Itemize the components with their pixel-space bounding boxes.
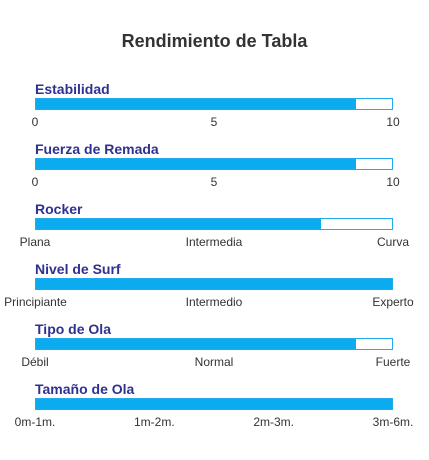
- tick-label: Intermedia: [185, 235, 243, 249]
- tick-label: 10: [386, 175, 400, 189]
- tick-label: Débil: [21, 355, 49, 369]
- tick-label: 2m-3m.: [253, 415, 294, 429]
- tick-label: 0: [31, 175, 39, 189]
- bar-track: [35, 158, 393, 170]
- tick-label: 1m-2m.: [133, 415, 175, 429]
- tick-label: 0m-1m.: [14, 415, 56, 429]
- chart-title: Rendimiento de Tabla: [121, 31, 308, 51]
- tick-label: Experto: [372, 295, 414, 309]
- bar-track: [35, 98, 393, 110]
- tick-label: Intermedio: [185, 295, 243, 309]
- bar-track: [35, 278, 393, 290]
- bar-track: [35, 338, 393, 350]
- metric-label: Estabilidad: [35, 81, 110, 97]
- metric-label: Rocker: [35, 201, 83, 217]
- metric-label: Tipo de Ola: [35, 321, 111, 337]
- bar-fill: [36, 159, 357, 169]
- tick-label: 0: [31, 115, 39, 129]
- metric-label: Tamaño de Ola: [35, 381, 135, 397]
- tick-label: 5: [210, 115, 218, 129]
- tick-label: 10: [386, 115, 400, 129]
- metric-label: Fuerza de Remada: [35, 141, 159, 157]
- tick-label: Curva: [376, 235, 410, 249]
- metric-label: Nivel de Surf: [35, 261, 121, 277]
- bar-fill: [36, 219, 321, 229]
- tick-label: Fuerte: [375, 355, 411, 369]
- bar-fill: [36, 279, 392, 289]
- bar-track: [35, 398, 393, 410]
- bar-track: [35, 218, 393, 230]
- tick-label: 3m-6m.: [372, 415, 414, 429]
- tick-label: 5: [210, 175, 218, 189]
- bar-fill: [36, 399, 392, 409]
- tick-label: Principiante: [4, 295, 67, 309]
- tick-label: Normal: [194, 355, 234, 369]
- tick-label: Plana: [19, 235, 51, 249]
- bar-fill: [36, 339, 357, 349]
- bar-fill: [36, 99, 357, 109]
